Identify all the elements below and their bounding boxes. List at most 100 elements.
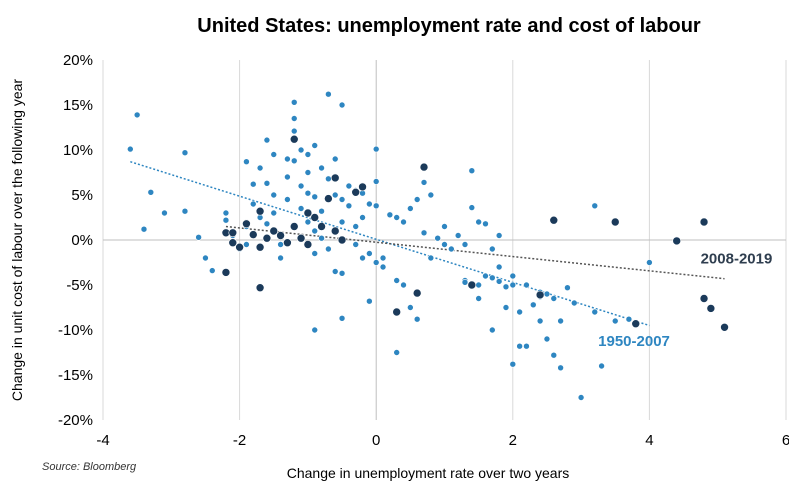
data-point (495, 232, 503, 239)
data-point (318, 234, 325, 242)
data-point (699, 217, 709, 227)
data-point (543, 335, 551, 343)
data-point (358, 182, 367, 192)
data-point (372, 145, 380, 153)
data-point (543, 290, 551, 298)
data-point (523, 281, 530, 289)
y-tick-label: -15% (58, 367, 93, 384)
data-point (243, 241, 250, 248)
data-point (255, 283, 265, 293)
data-point (631, 319, 641, 329)
data-point (290, 157, 298, 165)
y-tick-label: 0% (71, 232, 93, 249)
data-point (625, 315, 633, 323)
source-note: Source: Bloomberg (42, 461, 137, 473)
data-point (296, 233, 306, 243)
data-point (400, 281, 407, 289)
data-point (412, 288, 422, 298)
data-point (304, 151, 312, 158)
data-point (290, 127, 298, 135)
data-point (242, 219, 251, 229)
data-point (345, 202, 353, 210)
data-point (502, 304, 510, 311)
y-axis-ticks: 20% 15% 10% 5% 0% -5% -10% -15% -20% (58, 52, 93, 429)
data-point (482, 272, 489, 280)
data-point (489, 326, 496, 334)
data-point (222, 216, 230, 224)
data-point (516, 342, 523, 350)
data-point (277, 254, 284, 262)
data-point (564, 284, 571, 292)
data-point (366, 250, 373, 257)
data-point (311, 142, 319, 149)
trendline-2008-2019 (225, 225, 725, 280)
data-point (140, 225, 148, 233)
data-point (591, 308, 599, 316)
data-point (577, 394, 585, 401)
data-point (331, 191, 339, 199)
data-point (277, 241, 284, 248)
data-point (461, 241, 469, 248)
data-point (297, 146, 305, 154)
data-point (161, 209, 168, 217)
data-point (509, 281, 517, 289)
data-point (413, 196, 421, 203)
data-point (270, 209, 278, 217)
data-point (598, 362, 605, 370)
data-point (557, 317, 564, 325)
data-point (393, 277, 400, 284)
data-point (420, 229, 428, 237)
data-point (591, 202, 599, 210)
data-point (448, 245, 455, 253)
data-point (557, 364, 564, 372)
data-point (475, 281, 482, 289)
data-point (468, 204, 476, 211)
data-point (720, 322, 729, 332)
data-point (337, 235, 347, 245)
x-tick-label: -2 (233, 432, 246, 449)
data-point (489, 245, 496, 253)
data-point (289, 222, 299, 231)
data-point (570, 299, 578, 307)
data-point (283, 238, 292, 247)
data-point (284, 173, 291, 181)
data-point (407, 205, 414, 212)
data-point (338, 196, 346, 203)
data-point (311, 227, 319, 235)
data-point (324, 194, 333, 203)
data-point (420, 179, 428, 186)
y-axis-label: Change in unit cost of labour over the f… (9, 79, 25, 402)
data-point (249, 200, 257, 208)
data-point (262, 233, 272, 243)
data-point (269, 226, 279, 236)
data-point (611, 317, 619, 325)
data-points (127, 90, 729, 401)
data-point (359, 214, 366, 221)
data-point (202, 254, 209, 262)
data-point (509, 360, 517, 368)
data-point (475, 295, 482, 302)
data-point (434, 234, 441, 242)
data-point (290, 99, 298, 106)
data-point (284, 196, 291, 203)
data-point (345, 182, 353, 190)
data-point (310, 213, 320, 222)
data-point (311, 250, 319, 257)
x-tick-label: 4 (645, 432, 653, 449)
data-point (372, 259, 380, 266)
y-tick-label: 15% (63, 97, 93, 114)
data-point (127, 145, 134, 153)
data-point (550, 351, 558, 359)
data-point (454, 232, 462, 239)
data-point (263, 180, 271, 187)
data-point (297, 182, 305, 190)
y-tick-label: 20% (63, 52, 93, 69)
data-point (338, 218, 346, 226)
data-point (338, 314, 346, 322)
x-tick-label: -4 (96, 432, 109, 449)
data-point (489, 274, 496, 282)
series-label: 1950-2007 (598, 333, 670, 350)
data-point (529, 301, 537, 309)
data-point (413, 315, 421, 323)
